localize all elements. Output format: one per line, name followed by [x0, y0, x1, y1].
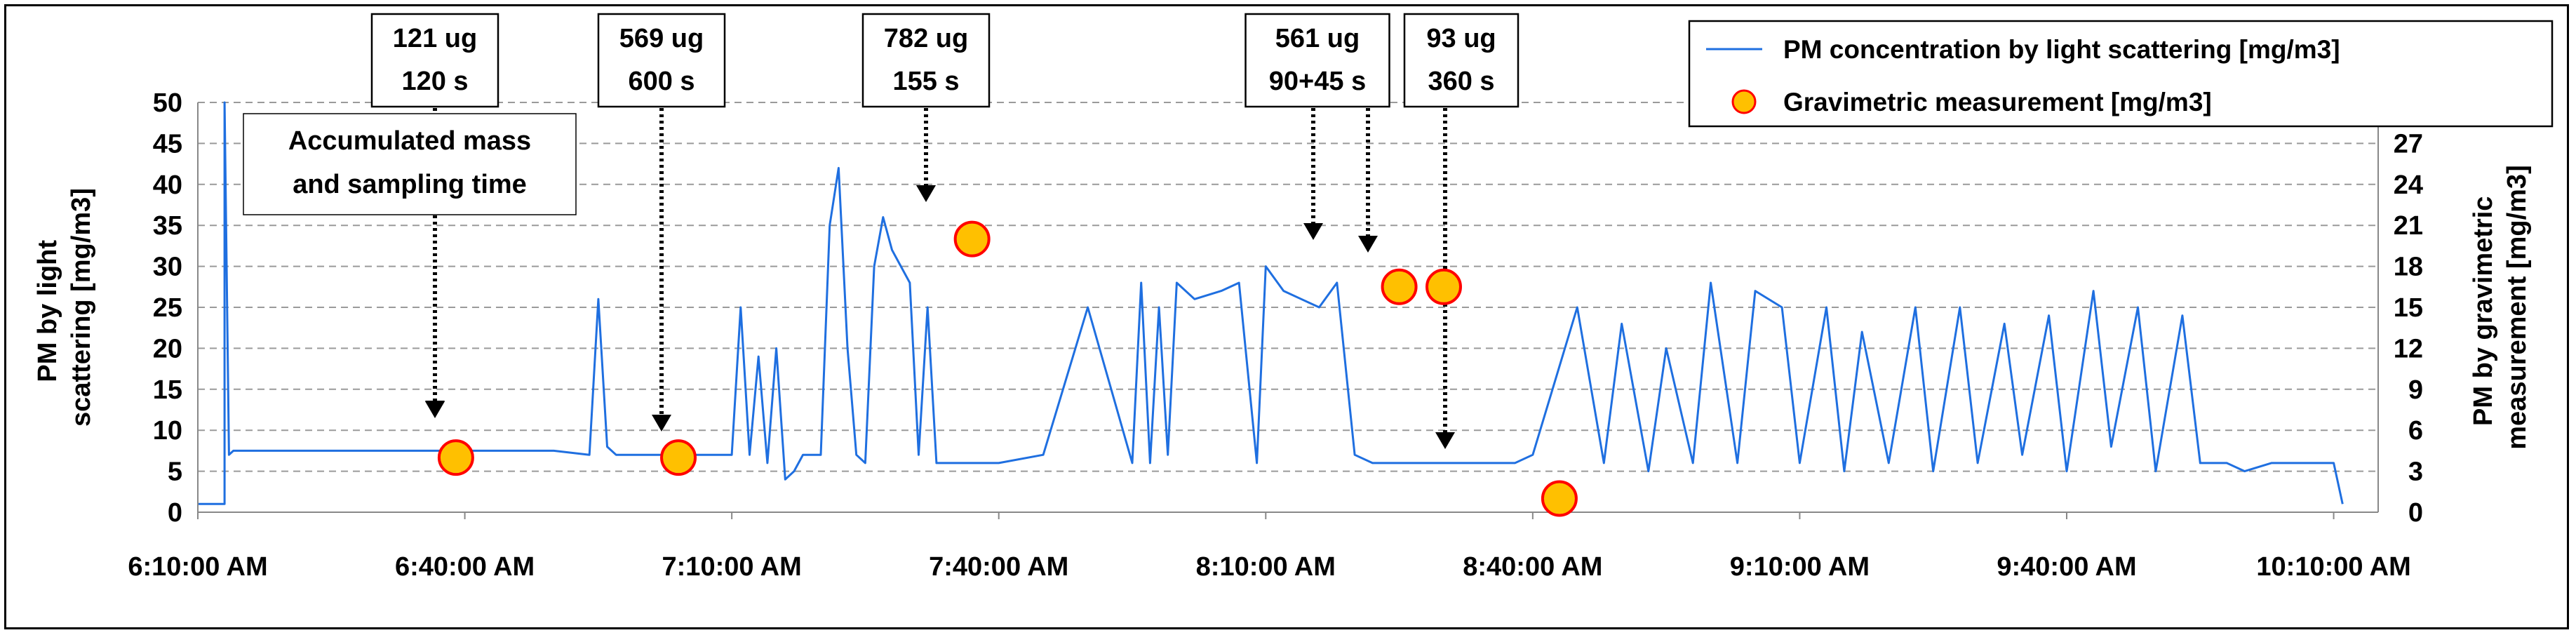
annotations: 121 ug 120 s 569 ug 600 s 782 ug 155 s 561 ug 9…	[243, 13, 1520, 449]
right-tick-label: 27	[2394, 129, 2423, 159]
annotation-arrow-head	[652, 415, 671, 432]
left-tick-label: 30	[153, 253, 182, 282]
annotation-mass: 121 ug	[393, 24, 477, 53]
left-tick-label: 25	[153, 293, 182, 323]
annotation-box	[1245, 13, 1390, 108]
annotation-mass: 561 ug	[1275, 24, 1360, 53]
annotation-time: 120 s	[401, 67, 468, 96]
right-y-ticks: 0 3 6 9 12 15 18 21 24 27	[2394, 129, 2423, 528]
right-tick-label: 6	[2408, 416, 2423, 446]
legend-line-label: PM concentration by light scattering [mg…	[1783, 35, 2340, 64]
x-tick-label: 9:40:00 AM	[1997, 552, 2136, 582]
right-tick-label: 0	[2408, 498, 2423, 528]
legend-box	[1688, 20, 2554, 128]
annotation-box	[861, 13, 991, 108]
explanation-line-2: and sampling time	[293, 170, 527, 199]
left-tick-label: 5	[168, 457, 182, 487]
right-axis-label: PM by gravimetric measurement [mg/m3]	[2469, 165, 2532, 449]
x-tick-label: 8:40:00 AM	[1463, 552, 1602, 582]
annotation-mass: 93 ug	[1426, 24, 1496, 53]
gravimetric-markers	[437, 220, 1578, 517]
annotation-mass: 782 ug	[884, 24, 968, 53]
left-y-ticks: 0 5 10 15 20 25 30 35 40 45 50	[153, 88, 182, 528]
annotation-arrow-head	[1435, 432, 1455, 449]
right-tick-label: 3	[2408, 457, 2423, 487]
left-tick-label: 10	[153, 416, 182, 446]
gravimetric-point	[1541, 480, 1578, 517]
right-tick-label: 12	[2394, 334, 2423, 363]
legend: PM concentration by light scattering [mg…	[1688, 20, 2554, 128]
right-tick-label: 21	[2394, 211, 2423, 241]
pm-line-series	[198, 101, 2344, 505]
gravimetric-point	[1425, 268, 1462, 305]
left-tick-label: 0	[168, 498, 182, 528]
explanation-arrow-head	[425, 401, 445, 418]
annotation-box	[597, 13, 726, 108]
annotation-arrow-head	[916, 185, 936, 202]
explanation-line-1: Accumulated mass	[288, 126, 531, 156]
x-tick-label: 7:40:00 AM	[929, 552, 1068, 582]
annotation-box	[1403, 13, 1520, 108]
x-tick-label: 6:10:00 AM	[128, 552, 267, 582]
x-ticks: 6:10:00 AM 6:40:00 AM 7:10:00 AM 7:40:00 AM…	[128, 512, 2411, 582]
annotation-time: 90+45 s	[1269, 67, 1366, 96]
x-tick-label: 7:10:00 AM	[662, 552, 802, 582]
x-tick-label: 8:10:00 AM	[1196, 552, 1336, 582]
annotation-time: 360 s	[1428, 67, 1494, 96]
legend-marker-swatch	[1731, 89, 1757, 114]
right-tick-label: 9	[2408, 375, 2423, 405]
x-tick-label: 10:10:00 AM	[2256, 552, 2410, 582]
left-tick-label: 40	[153, 171, 182, 200]
annotation-box	[370, 13, 499, 108]
left-axis-label: PM by light scattering [mg/m3]	[33, 188, 96, 427]
legend-marker-label: Gravimetric measurement [mg/m3]	[1783, 88, 2212, 116]
x-tick-label: 9:10:00 AM	[1730, 552, 1870, 582]
gravimetric-point	[953, 220, 991, 258]
annotation-time: 155 s	[892, 67, 959, 96]
explanation-box	[243, 113, 577, 215]
annotation-time: 600 s	[628, 67, 695, 96]
axes	[197, 102, 2379, 513]
gravimetric-point	[437, 439, 474, 476]
annotation-arrow-head	[1358, 236, 1378, 253]
right-tick-label: 15	[2394, 293, 2423, 323]
right-tick-label: 24	[2394, 171, 2423, 200]
left-tick-label: 45	[153, 129, 182, 159]
annotation-mass: 569 ug	[619, 24, 704, 53]
pm-concentration-line	[198, 101, 2344, 505]
right-tick-label: 18	[2394, 253, 2423, 282]
annotation-arrow-head	[1303, 223, 1323, 240]
left-tick-label: 15	[153, 375, 182, 405]
left-tick-label: 20	[153, 334, 182, 363]
left-tick-label: 50	[153, 88, 182, 118]
gravimetric-point	[1381, 268, 1418, 305]
gravimetric-point	[660, 439, 697, 476]
x-tick-label: 6:40:00 AM	[395, 552, 535, 582]
left-tick-label: 35	[153, 211, 182, 241]
